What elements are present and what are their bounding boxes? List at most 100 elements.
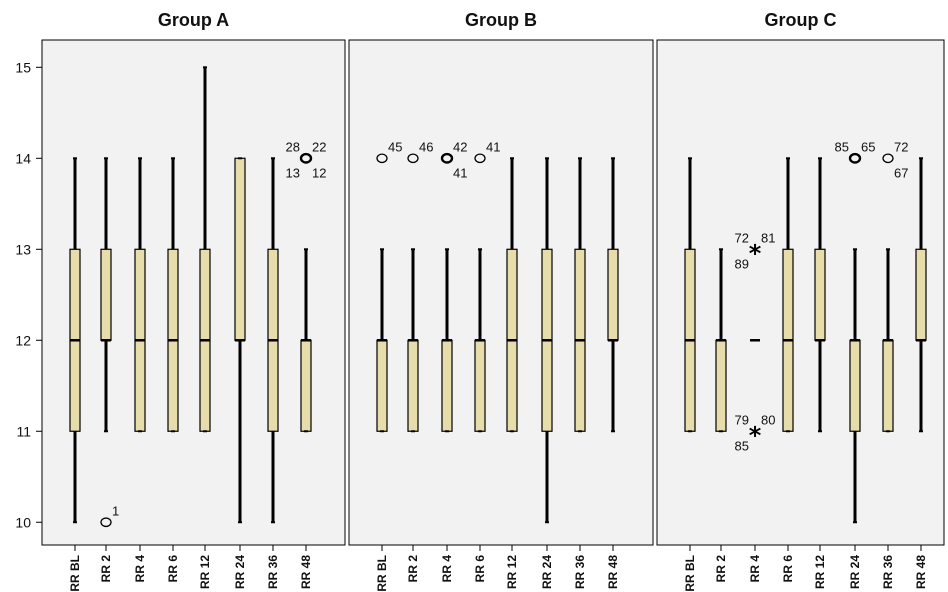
- x-tick-label: RR BL: [683, 555, 697, 592]
- x-tick-label: RR 4: [440, 555, 454, 583]
- outlier-label: 80: [761, 412, 775, 427]
- box-rr-12: [506, 157, 518, 433]
- outlier-circle: [100, 517, 112, 528]
- outlier-circle: [882, 153, 894, 164]
- outlier: *72 81 89: [735, 230, 776, 271]
- outlier-label: 72: [735, 230, 749, 245]
- box-rect: [607, 248, 619, 341]
- outlier-label: 65: [861, 139, 875, 154]
- box-rr-bl: [376, 248, 388, 433]
- outlier-label: 41: [453, 165, 467, 180]
- y-tick-label: 12: [15, 332, 31, 348]
- panel-background: [656, 39, 945, 546]
- box-rect: [300, 339, 312, 432]
- outlier: 72 67: [882, 139, 908, 180]
- outlier-circle: [376, 153, 388, 164]
- outlier-label: 46: [419, 139, 433, 154]
- x-tick-label: RR BL: [375, 555, 389, 592]
- outlier-label: 67: [894, 165, 908, 180]
- x-tick-label: RR 24: [848, 555, 862, 589]
- outlier-label: 85: [735, 438, 749, 453]
- box-rect: [474, 339, 486, 432]
- outlier-label: 41: [486, 139, 500, 154]
- outlier-label: 12: [312, 165, 326, 180]
- box-rr-12: [814, 157, 826, 433]
- panel-title: Group A: [158, 10, 229, 30]
- box-rr-4: [441, 248, 453, 433]
- box-rr-2: [407, 248, 419, 433]
- x-tick-label: RR 12: [505, 555, 519, 589]
- outlier: 42 41: [440, 139, 467, 180]
- x-tick-label: RR 2: [714, 555, 728, 583]
- outlier-circle: [299, 152, 313, 164]
- outlier-label: 22: [312, 139, 326, 154]
- outlier-label: 81: [761, 230, 775, 245]
- box-rr-48: [300, 248, 312, 433]
- box-rect: [376, 339, 388, 432]
- x-tick-label: RR 12: [198, 555, 212, 589]
- outlier: *79 80 85: [735, 412, 776, 453]
- box-rect: [814, 248, 826, 341]
- box-rect: [849, 339, 861, 432]
- box-rr-36: [267, 157, 279, 524]
- box-rect: [715, 339, 727, 432]
- x-tick-label: RR 4: [133, 555, 147, 583]
- box-rect: [234, 157, 246, 341]
- box-rect: [915, 248, 927, 341]
- box-rect: [441, 339, 453, 432]
- outlier-circle: [407, 153, 419, 164]
- x-tick-label: RR 36: [266, 555, 280, 589]
- x-tick-label: RR 2: [99, 555, 113, 583]
- box-rr-4: [134, 157, 146, 433]
- outlier: 28 22 13 12: [286, 139, 327, 180]
- outlier: 85 65: [835, 139, 875, 164]
- box-rr-2: [715, 248, 727, 433]
- outlier-circle: [440, 152, 454, 164]
- x-tick-label: RR 48: [914, 555, 928, 589]
- box-rr-12: [199, 66, 211, 433]
- box-rr-48: [607, 157, 619, 433]
- x-tick-label: RR 6: [166, 555, 180, 583]
- panel-title: Group C: [765, 10, 837, 30]
- x-tick-label: RR 36: [573, 555, 587, 589]
- panel-background: [348, 39, 654, 546]
- box-rr-6: [167, 157, 179, 433]
- outlier-circle: [474, 153, 486, 164]
- outlier: 41: [474, 139, 500, 164]
- y-tick-label: 14: [15, 150, 31, 166]
- outlier-star: *: [749, 239, 762, 267]
- x-tick-label: RR 4: [748, 555, 762, 583]
- outlier-label: 89: [735, 256, 749, 271]
- outlier-label: 45: [388, 139, 402, 154]
- outlier-label: 13: [286, 165, 300, 180]
- outlier-label: 85: [835, 139, 849, 154]
- box-rr-24: [541, 157, 553, 524]
- outlier-label: 1: [112, 503, 119, 518]
- outlier-label: 28: [286, 139, 300, 154]
- outlier-label: 42: [453, 139, 467, 154]
- box-rr-6: [782, 157, 794, 433]
- box-rr-48: [915, 157, 927, 433]
- outlier: 46: [407, 139, 433, 164]
- panel-title: Group B: [465, 10, 537, 30]
- x-tick-label: RR 24: [233, 555, 247, 589]
- x-tick-label: RR 6: [473, 555, 487, 583]
- panel-1: Group A 1 28 22 13 12 RR BL RR 2 RR 4 RR 6 RR 12 RR…: [41, 10, 346, 592]
- outlier-circle: [848, 152, 862, 164]
- box-rect: [100, 248, 112, 341]
- box-rect: [407, 339, 419, 432]
- box-rr-24: [849, 248, 861, 524]
- outlier-label: 72: [894, 139, 908, 154]
- x-tick-label: RR 24: [540, 555, 554, 589]
- y-tick-label: 11: [16, 423, 31, 439]
- box-rr-36: [882, 248, 894, 433]
- x-tick-label: RR 2: [406, 555, 420, 583]
- panel-2: Group B 45 46 42 41 41 RR BL RR 2 RR 4 RR 6 RR 12 R…: [348, 10, 654, 592]
- y-tick-label: 13: [15, 241, 31, 257]
- box-rr-2: [100, 157, 112, 433]
- box-rr-bl: [684, 157, 696, 433]
- box-rr-6: [474, 248, 486, 433]
- y-axis: 10 11 12 13 14 15: [15, 40, 43, 545]
